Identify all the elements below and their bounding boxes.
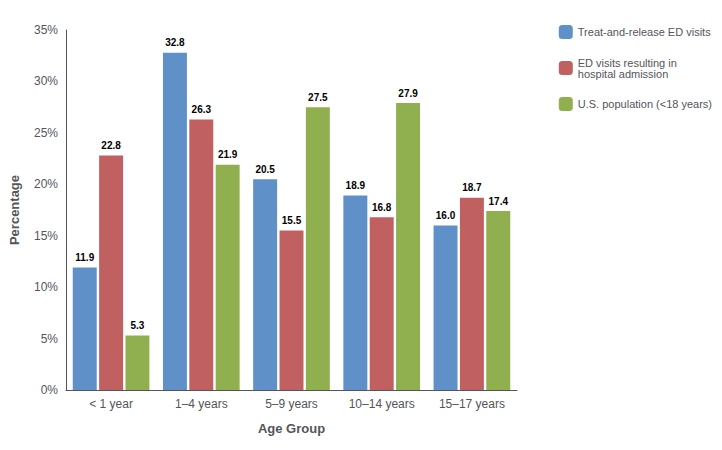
svg-text:16.8: 16.8 <box>372 202 392 213</box>
svg-text:25%: 25% <box>34 126 58 140</box>
svg-text:20%: 20% <box>34 177 58 191</box>
svg-text:30%: 30% <box>34 74 58 88</box>
svg-text:U.S. population (<18 years): U.S. population (<18 years) <box>578 98 712 110</box>
svg-text:18.7: 18.7 <box>462 182 482 193</box>
svg-text:11.9: 11.9 <box>75 252 94 263</box>
svg-text:27.9: 27.9 <box>398 88 418 99</box>
svg-text:15–17 years: 15–17 years <box>439 397 505 411</box>
svg-text:15%: 15% <box>34 229 58 243</box>
svg-text:15.5: 15.5 <box>282 215 302 226</box>
svg-text:16.0: 16.0 <box>436 210 456 221</box>
svg-text:1–4 years: 1–4 years <box>175 397 228 411</box>
svg-text:26.3: 26.3 <box>192 104 212 115</box>
svg-text:18.9: 18.9 <box>346 180 366 191</box>
svg-text:Treat-and-release ED visits: Treat-and-release ED visits <box>578 26 711 38</box>
svg-text:hospital admission: hospital admission <box>578 68 669 80</box>
svg-text:10%: 10% <box>34 280 58 294</box>
svg-text:5.3: 5.3 <box>131 320 145 331</box>
svg-text:22.8: 22.8 <box>101 140 121 151</box>
svg-text:0%: 0% <box>41 383 59 397</box>
svg-text:21.9: 21.9 <box>218 149 238 160</box>
svg-text:5%: 5% <box>41 332 59 346</box>
svg-text:17.4: 17.4 <box>489 196 509 207</box>
svg-text:10–14 years: 10–14 years <box>349 397 415 411</box>
svg-text:5–9 years: 5–9 years <box>265 397 318 411</box>
svg-text:< 1 year: < 1 year <box>89 397 133 411</box>
svg-text:35%: 35% <box>34 23 58 37</box>
svg-text:ED visits resulting in: ED visits resulting in <box>577 56 677 69</box>
svg-text:Age Group: Age Group <box>258 421 325 436</box>
svg-text:27.5: 27.5 <box>308 92 328 103</box>
svg-text:20.5: 20.5 <box>255 164 275 175</box>
svg-text:32.8: 32.8 <box>165 37 185 48</box>
svg-text:Percentage: Percentage <box>7 175 22 245</box>
